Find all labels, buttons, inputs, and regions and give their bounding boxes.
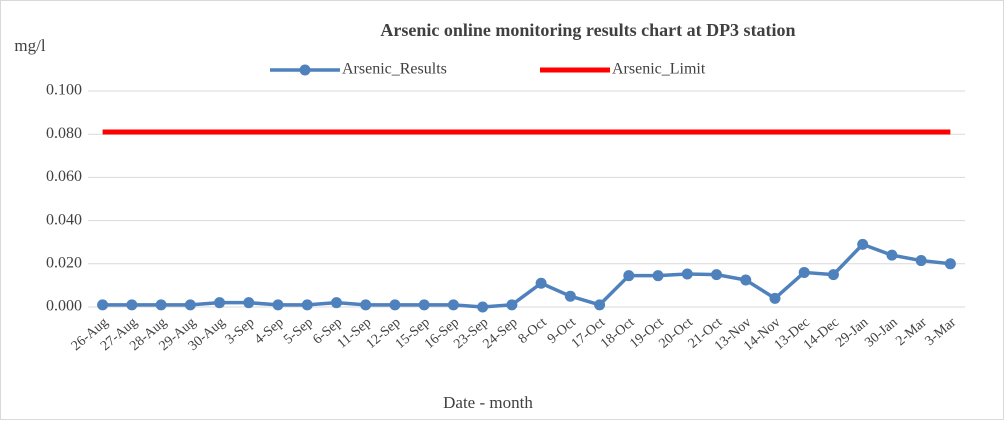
data-point <box>418 299 430 311</box>
data-point <box>594 299 606 311</box>
data-point <box>740 274 752 286</box>
y-tick-label: 0.100 <box>46 82 82 99</box>
y-axis-label: mg/l <box>14 36 45 55</box>
data-point <box>564 290 576 302</box>
data-point <box>243 297 255 309</box>
data-point <box>711 269 723 281</box>
y-tick-label: 0.000 <box>46 298 82 315</box>
data-point <box>272 299 284 311</box>
data-point <box>506 299 518 311</box>
data-point <box>944 258 956 270</box>
data-point <box>97 299 109 311</box>
data-point <box>915 255 927 267</box>
data-point <box>301 299 313 311</box>
data-point <box>389 299 401 311</box>
data-point <box>360 299 372 311</box>
data-point <box>155 299 167 311</box>
y-tick-label: 0.060 <box>46 168 82 185</box>
data-point <box>769 292 781 304</box>
y-tick-label: 0.080 <box>46 125 82 142</box>
legend-marker <box>299 64 311 76</box>
data-point <box>447 299 459 311</box>
y-tick-label: 0.020 <box>46 254 82 271</box>
y-tick-label: 0.040 <box>46 211 82 228</box>
data-point <box>857 238 869 250</box>
data-point <box>330 297 342 309</box>
data-point <box>652 270 664 282</box>
data-point <box>214 297 226 309</box>
data-point <box>681 268 693 280</box>
legend-label: Arsenic_Results <box>342 61 447 78</box>
data-point <box>184 299 196 311</box>
data-point <box>886 249 898 261</box>
chart-title: Arsenic online monitoring results chart … <box>380 20 795 40</box>
data-point <box>477 301 489 313</box>
data-point <box>798 266 810 278</box>
data-point <box>827 269 839 281</box>
data-point <box>623 270 635 282</box>
legend-label: Arsenic_Limit <box>612 61 706 78</box>
x-axis-label: Date - month <box>443 393 533 412</box>
data-point <box>126 299 138 311</box>
data-point <box>535 277 547 289</box>
